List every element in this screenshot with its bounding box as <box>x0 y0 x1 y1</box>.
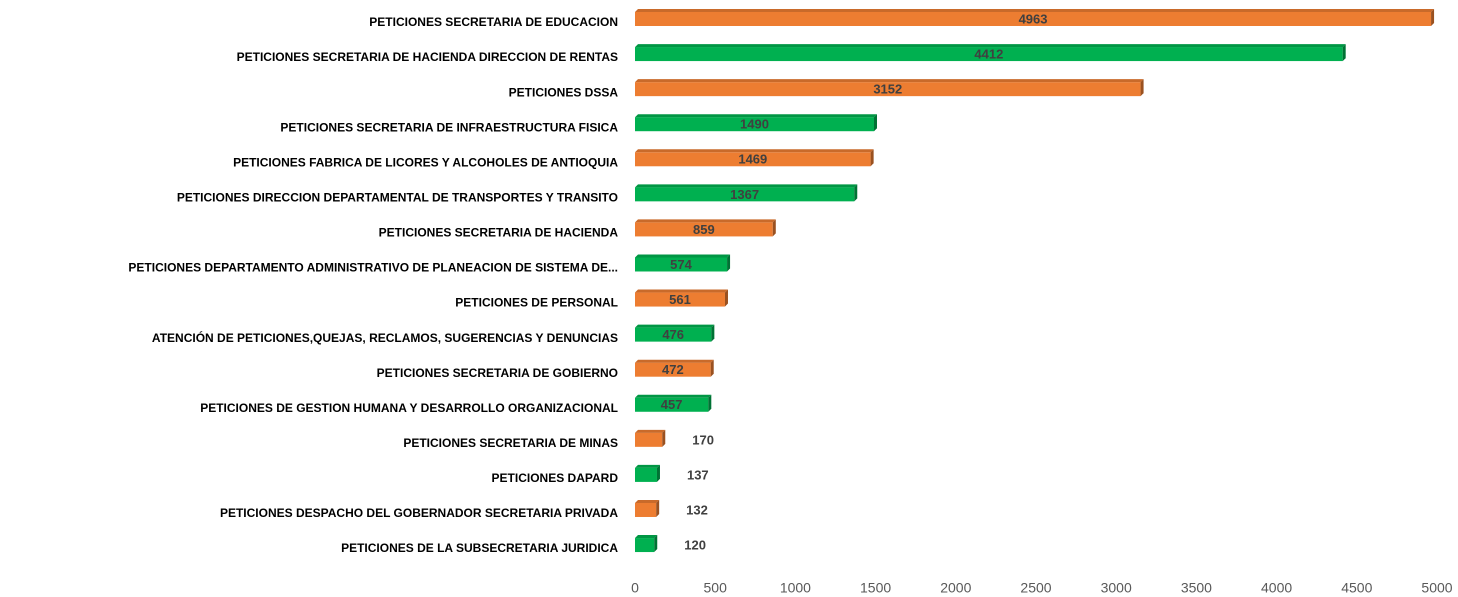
data-label: 1490 <box>740 117 769 132</box>
bar-side <box>710 359 714 377</box>
bar-side <box>662 429 666 447</box>
data-label: 574 <box>670 257 692 272</box>
x-tick-label: 4000 <box>1261 580 1292 596</box>
bar <box>635 327 712 342</box>
bar <box>635 222 773 237</box>
x-tick-label: 3000 <box>1101 580 1132 596</box>
y-tick-label: PETICIONES SECRETARIA DE HACIENDA <box>379 226 619 240</box>
y-tick-label: PETICIONES SECRETARIA DE MINAS <box>403 436 618 450</box>
bar-top <box>635 429 666 433</box>
data-label: 4412 <box>974 47 1003 62</box>
bar-top <box>635 464 660 468</box>
bar <box>635 292 725 307</box>
bar-side <box>870 149 874 167</box>
bar-top <box>635 44 1346 48</box>
bar-top <box>635 535 658 539</box>
bar-side <box>873 114 877 132</box>
x-tick-label: 2000 <box>940 580 971 596</box>
bar-side <box>656 499 660 517</box>
data-label: 561 <box>669 292 691 307</box>
x-tick-label: 4500 <box>1341 580 1372 596</box>
data-label: 859 <box>693 222 715 237</box>
data-label: 3152 <box>873 82 902 97</box>
bar-top <box>635 254 731 258</box>
bar-top <box>635 9 1435 12</box>
bar-side <box>708 394 712 412</box>
y-tick-label: PETICIONES DE PERSONAL <box>455 296 618 310</box>
data-label: 476 <box>662 327 684 342</box>
y-tick-label: PETICIONES DEPARTAMENTO ADMINISTRATIVO D… <box>128 261 618 275</box>
x-tick-label: 500 <box>704 580 728 596</box>
data-label: 457 <box>661 397 683 412</box>
y-tick-label: PETICIONES DESPACHO DEL GOBERNADOR SECRE… <box>220 506 618 520</box>
y-tick-label: PETICIONES SECRETARIA DE EDUCACION <box>369 15 618 29</box>
x-tick-label: 0 <box>631 580 639 596</box>
bar-side <box>854 184 858 202</box>
bar <box>635 47 1343 62</box>
data-label: 4963 <box>1019 11 1048 26</box>
bar <box>635 538 655 553</box>
bar-top <box>635 324 715 328</box>
bar <box>635 467 657 482</box>
bar <box>635 257 728 272</box>
x-tick-label: 5000 <box>1421 580 1452 596</box>
y-tick-label: PETICIONES DE GESTION HUMANA Y DESARROLL… <box>200 401 618 415</box>
x-tick-label: 1500 <box>860 580 891 596</box>
bar-side <box>711 324 715 342</box>
data-label: 170 <box>692 432 714 447</box>
bar-side <box>656 464 660 482</box>
bar-top <box>635 499 660 503</box>
bar-top <box>635 219 776 223</box>
y-tick-label: PETICIONES DAPARD <box>492 471 619 485</box>
data-label: 1469 <box>738 152 767 167</box>
bar-top <box>635 79 1144 83</box>
x-tick-label: 2500 <box>1020 580 1051 596</box>
bar-top <box>635 149 874 153</box>
y-tick-label: PETICIONES DIRECCION DEPARTAMENTAL DE TR… <box>177 191 618 205</box>
bar <box>635 152 871 167</box>
y-tick-label: PETICIONES SECRETARIA DE GOBIERNO <box>377 366 618 380</box>
y-tick-label: ATENCIÓN DE PETICIONES,QUEJAS, RECLAMOS,… <box>152 330 618 345</box>
data-label: 120 <box>684 537 706 552</box>
data-label: 137 <box>687 467 709 482</box>
bar-side <box>1431 9 1435 26</box>
bar <box>635 432 663 447</box>
data-label: 132 <box>686 502 708 517</box>
bar-top <box>635 289 728 293</box>
bar <box>635 12 1432 26</box>
data-label: 472 <box>662 362 684 377</box>
bar-top <box>635 114 877 118</box>
x-tick-label: 1000 <box>780 580 811 596</box>
bar <box>635 397 709 412</box>
bar <box>635 187 855 202</box>
bar-side <box>724 289 728 307</box>
bar <box>635 117 874 132</box>
bar-side <box>772 219 776 237</box>
y-tick-label: PETICIONES DE LA SUBSECRETARIA JURIDICA <box>341 541 618 555</box>
bar-top <box>635 394 712 398</box>
y-tick-label: PETICIONES DSSA <box>509 85 619 99</box>
bar <box>635 502 657 517</box>
x-tick-label: 3500 <box>1181 580 1212 596</box>
bar-side <box>727 254 731 272</box>
bar-side <box>654 535 658 553</box>
data-label: 1367 <box>730 187 759 202</box>
bar-side <box>1140 79 1144 97</box>
bar-side <box>1342 44 1346 62</box>
y-tick-label: PETICIONES FABRICA DE LICORES Y ALCOHOLE… <box>233 155 618 169</box>
bar-top <box>635 184 858 188</box>
bar <box>635 362 711 377</box>
y-tick-label: PETICIONES SECRETARIA DE INFRAESTRUCTURA… <box>280 120 618 134</box>
bar-top <box>635 359 714 363</box>
bar <box>635 82 1141 97</box>
y-tick-label: PETICIONES SECRETARIA DE HACIENDA DIRECC… <box>237 50 618 64</box>
